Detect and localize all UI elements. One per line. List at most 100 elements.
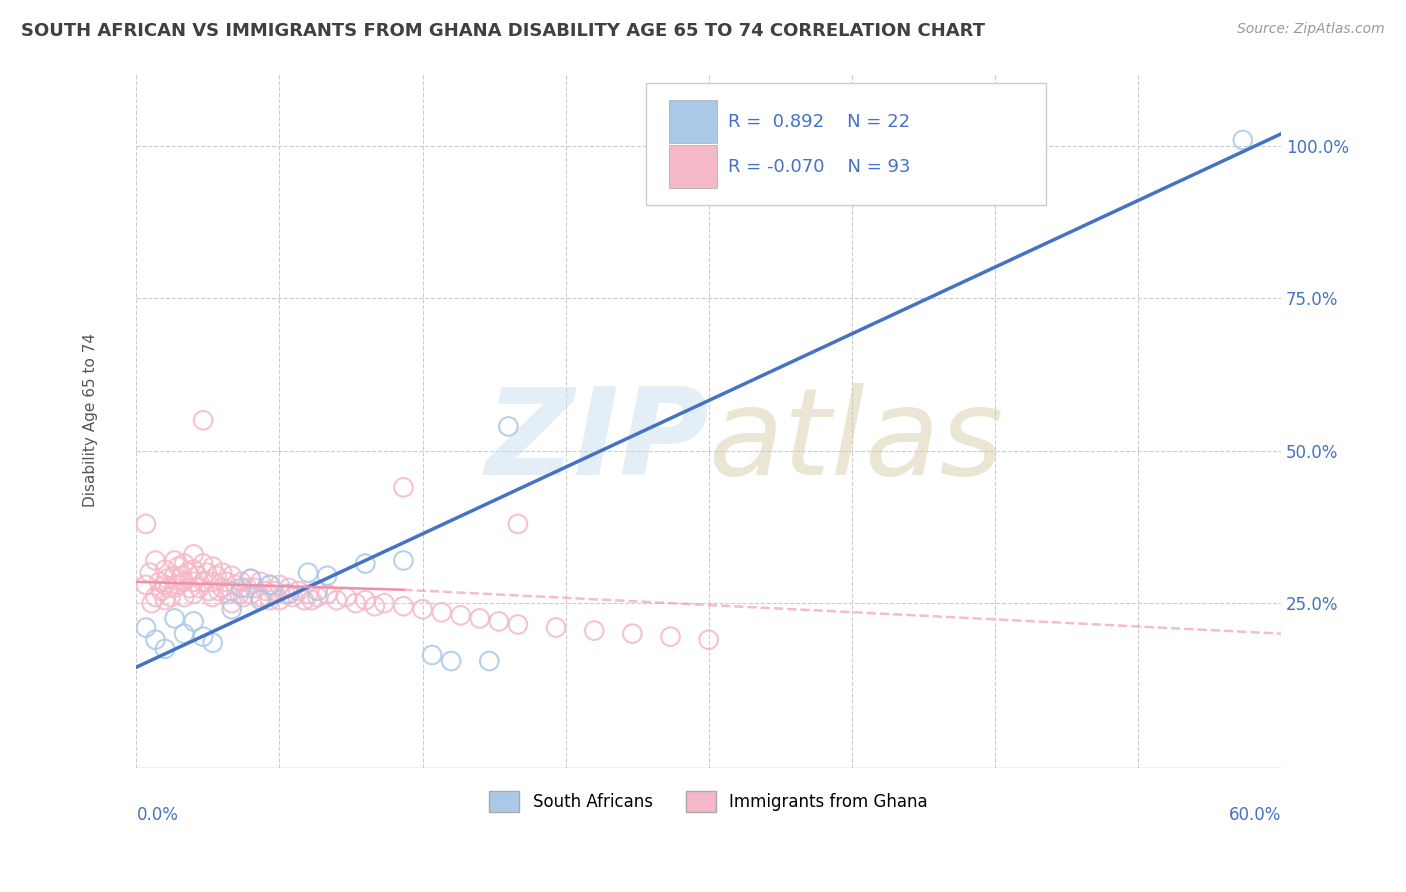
Point — [392, 599, 415, 614]
Point — [583, 624, 606, 638]
Point — [188, 581, 211, 595]
Point — [215, 574, 238, 589]
Point — [201, 559, 224, 574]
Point — [263, 584, 285, 599]
Point — [440, 654, 463, 668]
Point — [205, 568, 228, 582]
Point — [173, 590, 195, 604]
Point — [148, 574, 170, 589]
Point — [177, 566, 200, 580]
Point — [259, 578, 281, 592]
Point — [221, 596, 243, 610]
Point — [201, 574, 224, 589]
FancyBboxPatch shape — [669, 100, 717, 143]
Point — [354, 557, 377, 571]
Point — [239, 572, 262, 586]
Point — [430, 605, 453, 619]
Point — [478, 654, 501, 668]
Text: SOUTH AFRICAN VS IMMIGRANTS FROM GHANA DISABILITY AGE 65 TO 74 CORRELATION CHART: SOUTH AFRICAN VS IMMIGRANTS FROM GHANA D… — [21, 22, 986, 40]
Point — [145, 553, 167, 567]
Point — [145, 632, 167, 647]
Text: ZIP: ZIP — [485, 383, 709, 500]
Point — [249, 574, 271, 589]
FancyBboxPatch shape — [645, 83, 1046, 205]
Point — [468, 611, 491, 625]
Point — [183, 563, 205, 577]
Point — [1232, 133, 1254, 147]
Text: 0.0%: 0.0% — [136, 805, 179, 824]
Point — [191, 413, 214, 427]
Point — [201, 590, 224, 604]
Point — [163, 553, 186, 567]
Point — [231, 581, 253, 595]
Point — [179, 581, 201, 595]
Point — [163, 568, 186, 582]
Point — [697, 632, 720, 647]
Text: Source: ZipAtlas.com: Source: ZipAtlas.com — [1237, 22, 1385, 37]
Point — [364, 599, 387, 614]
Point — [412, 602, 434, 616]
Point — [167, 578, 190, 592]
Point — [173, 626, 195, 640]
Text: R = -0.070    N = 93: R = -0.070 N = 93 — [728, 158, 911, 176]
Point — [225, 578, 247, 592]
Legend: South Africans, Immigrants from Ghana: South Africans, Immigrants from Ghana — [482, 785, 935, 819]
Point — [243, 581, 266, 595]
Point — [239, 587, 262, 601]
Point — [506, 617, 529, 632]
Point — [392, 480, 415, 494]
Point — [297, 566, 319, 580]
Point — [207, 584, 229, 599]
Point — [167, 559, 190, 574]
Text: atlas: atlas — [709, 383, 1004, 500]
Point — [150, 584, 173, 599]
Point — [269, 578, 291, 592]
Point — [450, 608, 472, 623]
Point — [211, 566, 233, 580]
Point — [249, 593, 271, 607]
Point — [135, 516, 157, 531]
Point — [373, 596, 395, 610]
Point — [153, 593, 176, 607]
Point — [221, 568, 243, 582]
Point — [156, 572, 179, 586]
Point — [173, 557, 195, 571]
Point — [153, 563, 176, 577]
Point — [183, 574, 205, 589]
Point — [254, 584, 277, 599]
Point — [287, 584, 309, 599]
Point — [354, 593, 377, 607]
Point — [183, 615, 205, 629]
Point — [392, 553, 415, 567]
Point — [157, 581, 180, 595]
Point — [198, 584, 221, 599]
Point — [141, 596, 163, 610]
Point — [344, 596, 367, 610]
Point — [135, 621, 157, 635]
Point — [135, 578, 157, 592]
Point — [221, 602, 243, 616]
Text: 60.0%: 60.0% — [1229, 805, 1281, 824]
Point — [163, 611, 186, 625]
Point — [201, 636, 224, 650]
Point — [145, 590, 167, 604]
Point — [186, 568, 208, 582]
Point — [153, 578, 176, 592]
Point — [307, 584, 329, 599]
Point — [139, 566, 162, 580]
Point — [278, 581, 301, 595]
Point — [506, 516, 529, 531]
Point — [163, 581, 186, 595]
Point — [281, 590, 304, 604]
Point — [325, 593, 347, 607]
Text: R =  0.892    N = 22: R = 0.892 N = 22 — [728, 112, 910, 130]
Point — [228, 587, 250, 601]
Point — [316, 587, 339, 601]
Point — [231, 574, 253, 589]
Point — [217, 587, 239, 601]
Point — [307, 590, 329, 604]
Point — [239, 572, 262, 586]
Point — [278, 587, 301, 601]
Point — [236, 581, 259, 595]
Point — [191, 630, 214, 644]
